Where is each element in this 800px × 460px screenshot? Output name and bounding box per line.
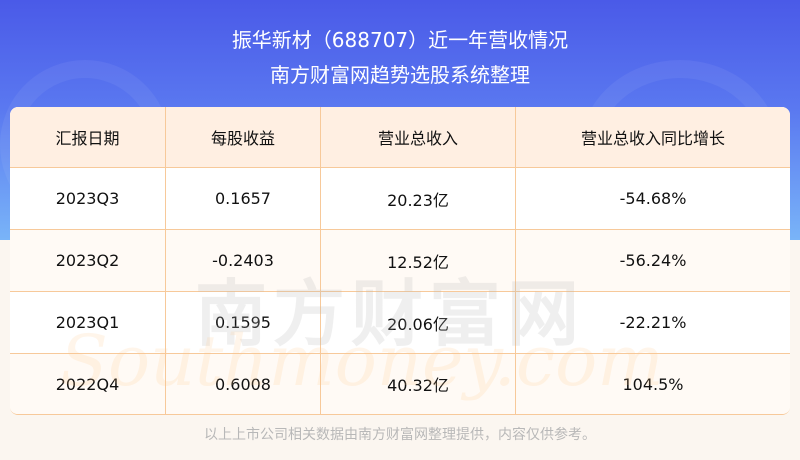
- table-header: 汇报日期 每股收益 营业总收入 营业总收入同比增长: [10, 107, 790, 168]
- footer-disclaimer: 以上上市公司相关数据由南方财富网整理提供，内容仅供参考。: [204, 427, 596, 443]
- cell: -0.2403: [166, 230, 321, 291]
- cell: 20.06亿: [321, 292, 516, 353]
- cell: 2022Q4: [10, 354, 166, 414]
- cell: 12.52亿: [321, 230, 516, 291]
- table-row: 2023Q2 -0.2403 12.52亿 -56.24%: [10, 230, 790, 292]
- cell: 40.32亿: [321, 354, 516, 414]
- revenue-table: 汇报日期 每股收益 营业总收入 营业总收入同比增长 2023Q3 0.1657 …: [10, 107, 790, 415]
- cell: 2023Q3: [10, 168, 166, 229]
- column-header: 营业总收入同比增长: [580, 129, 725, 148]
- page-subtitle: 南方财富网趋势选股系统整理: [270, 63, 530, 87]
- column-header: 汇报日期: [10, 107, 166, 167]
- cell: -56.24%: [619, 251, 687, 270]
- cell: 0.1595: [166, 292, 321, 353]
- table-row: 2022Q4 0.6008 40.32亿 104.5%: [10, 354, 790, 414]
- column-header: 营业总收入: [321, 107, 516, 167]
- cell: 104.5%: [622, 374, 684, 394]
- cell: 2023Q2: [10, 230, 166, 291]
- cell: 2023Q1: [10, 292, 166, 353]
- table-row: 2023Q3 0.1657 20.23亿 -54.68%: [10, 168, 790, 230]
- cell: -22.21%: [619, 313, 687, 332]
- cell: 20.23亿: [321, 168, 516, 229]
- cell: 0.1657: [166, 168, 321, 229]
- cell: 0.6008: [166, 354, 321, 414]
- cell: -54.68%: [619, 189, 687, 208]
- column-header: 每股收益: [166, 107, 321, 167]
- page-title: 振华新材（688707）近一年营收情况: [231, 28, 569, 52]
- table-row: 2023Q1 0.1595 20.06亿 -22.21%: [10, 292, 790, 354]
